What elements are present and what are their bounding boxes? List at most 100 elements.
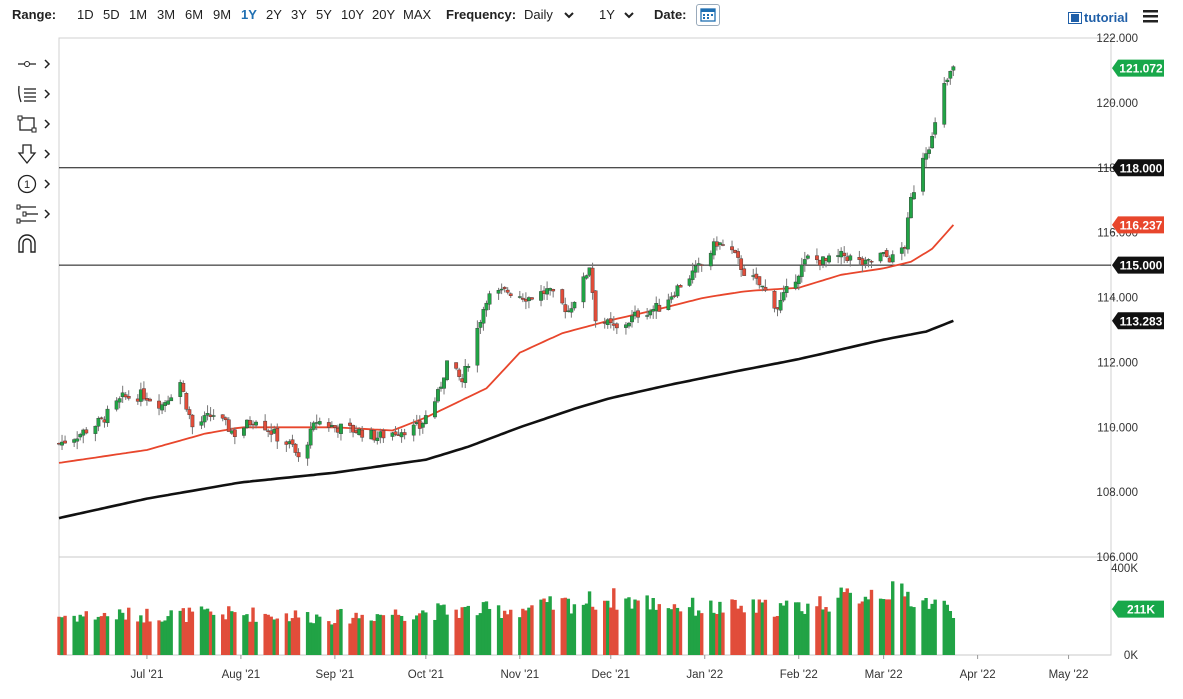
volume-bar bbox=[548, 596, 552, 655]
x-tick-label: Jul '21 bbox=[130, 669, 163, 681]
volume-bar bbox=[402, 620, 407, 655]
volume-bar bbox=[742, 612, 746, 655]
candle-body bbox=[190, 414, 195, 428]
x-tick-label: Jan '22 bbox=[686, 669, 723, 681]
candle-body bbox=[508, 293, 513, 296]
candle-body bbox=[60, 441, 64, 446]
level-115-badge-text: 115.000 bbox=[1120, 259, 1163, 273]
volume-bar bbox=[81, 616, 85, 655]
crosshair-tool-icon[interactable] bbox=[14, 52, 54, 76]
volume-bar bbox=[333, 623, 337, 655]
candle-body bbox=[778, 300, 783, 311]
volume-bar bbox=[760, 602, 765, 655]
candle-body bbox=[351, 424, 355, 433]
volume-bar bbox=[499, 618, 504, 655]
candle-body bbox=[290, 439, 295, 445]
volume-bar bbox=[836, 597, 840, 655]
range-6m-button[interactable]: 6M bbox=[185, 7, 204, 22]
range-2y-button[interactable]: 2Y bbox=[266, 7, 282, 22]
candle-body bbox=[496, 290, 501, 294]
candle-body bbox=[169, 397, 174, 402]
candle-body bbox=[569, 308, 574, 313]
range-1d-button[interactable]: 1D bbox=[77, 7, 94, 22]
candle-body bbox=[75, 438, 80, 442]
range-1y-button[interactable]: 1Y bbox=[241, 7, 257, 22]
svg-text:1: 1 bbox=[24, 179, 30, 191]
volume-bar bbox=[481, 602, 486, 655]
candle-body bbox=[442, 377, 446, 389]
chevron-down-icon[interactable] bbox=[563, 9, 575, 21]
volume-bar bbox=[502, 610, 507, 655]
volume-bar bbox=[751, 599, 755, 655]
magnet-tool-icon[interactable] bbox=[14, 232, 54, 256]
ma-slow-line bbox=[58, 319, 954, 520]
candle-body bbox=[105, 408, 110, 424]
volume-bar bbox=[190, 611, 195, 655]
date-picker-button[interactable] bbox=[696, 4, 720, 26]
candle-body bbox=[293, 443, 298, 453]
volume-bar bbox=[463, 606, 467, 655]
volume-bar bbox=[945, 604, 949, 655]
candle-body bbox=[117, 398, 122, 403]
volume-bar bbox=[421, 610, 425, 655]
candle-body bbox=[475, 327, 480, 366]
volume-bar bbox=[157, 620, 161, 655]
volume-bar bbox=[797, 602, 801, 655]
volume-bar bbox=[827, 611, 831, 655]
volume-bar bbox=[457, 617, 461, 655]
candle-body bbox=[827, 255, 831, 263]
range-20y-button[interactable]: 20Y bbox=[372, 7, 396, 22]
volume-bar bbox=[739, 605, 743, 655]
volume-bar bbox=[230, 611, 234, 655]
volume-bar bbox=[418, 613, 422, 655]
candle-body bbox=[372, 430, 377, 441]
volume-bar bbox=[199, 606, 204, 655]
volume-badge-shape bbox=[1112, 600, 1164, 618]
tutorial-link[interactable]: tutorial bbox=[1084, 10, 1129, 25]
range-5d-button[interactable]: 5D bbox=[103, 7, 120, 22]
range-10y-button[interactable]: 10Y bbox=[341, 7, 365, 22]
volume-bar bbox=[293, 610, 298, 655]
candle-body bbox=[924, 153, 928, 160]
hamburger-menu-icon[interactable] bbox=[1143, 9, 1158, 23]
volume-bar bbox=[775, 616, 780, 655]
candle-body bbox=[184, 393, 189, 410]
candle-body bbox=[445, 360, 449, 380]
candle-body bbox=[466, 366, 471, 368]
volume-bar bbox=[878, 598, 883, 655]
x-tick-label: Mar '22 bbox=[865, 669, 903, 681]
fibonacci-tool-icon[interactable] bbox=[14, 82, 54, 106]
candles-group bbox=[57, 65, 956, 466]
volume-bar bbox=[372, 621, 376, 655]
range-1m-button[interactable]: 1M bbox=[129, 7, 148, 22]
pitchfork-tool-icon[interactable] bbox=[14, 202, 54, 226]
volume-bar bbox=[181, 608, 185, 655]
volume-bar bbox=[581, 604, 586, 655]
range-3m-button[interactable]: 3M bbox=[157, 7, 176, 22]
candle-body bbox=[502, 286, 507, 289]
period-select[interactable]: 1Y bbox=[599, 7, 615, 22]
range-max-button[interactable]: MAX bbox=[403, 7, 432, 22]
frequency-select[interactable]: Daily bbox=[524, 7, 553, 22]
rectangle-tool-icon[interactable] bbox=[14, 112, 54, 136]
candle-body bbox=[675, 285, 680, 297]
x-tick-label: Aug '21 bbox=[222, 669, 261, 681]
volume-bar bbox=[948, 611, 953, 655]
volume-bar bbox=[284, 613, 289, 655]
volume-bar bbox=[269, 616, 273, 655]
candle-body bbox=[275, 428, 280, 442]
arrow-down-tool-icon[interactable] bbox=[14, 142, 54, 166]
chevron-down-icon[interactable] bbox=[623, 9, 635, 21]
volume-bar bbox=[539, 599, 543, 655]
ma-slow-badge-shape bbox=[1112, 312, 1164, 330]
candle-body bbox=[690, 270, 695, 280]
candle-body bbox=[945, 79, 950, 83]
numbered-marker-tool-icon[interactable]: 1 bbox=[14, 172, 54, 196]
candle-body bbox=[463, 365, 468, 383]
range-9m-button[interactable]: 9M bbox=[213, 7, 232, 22]
volume-bar bbox=[778, 603, 783, 655]
range-5y-button[interactable]: 5Y bbox=[316, 7, 332, 22]
y-tick-label: 114.000 bbox=[1097, 293, 1138, 305]
range-3y-button[interactable]: 3Y bbox=[291, 7, 307, 22]
